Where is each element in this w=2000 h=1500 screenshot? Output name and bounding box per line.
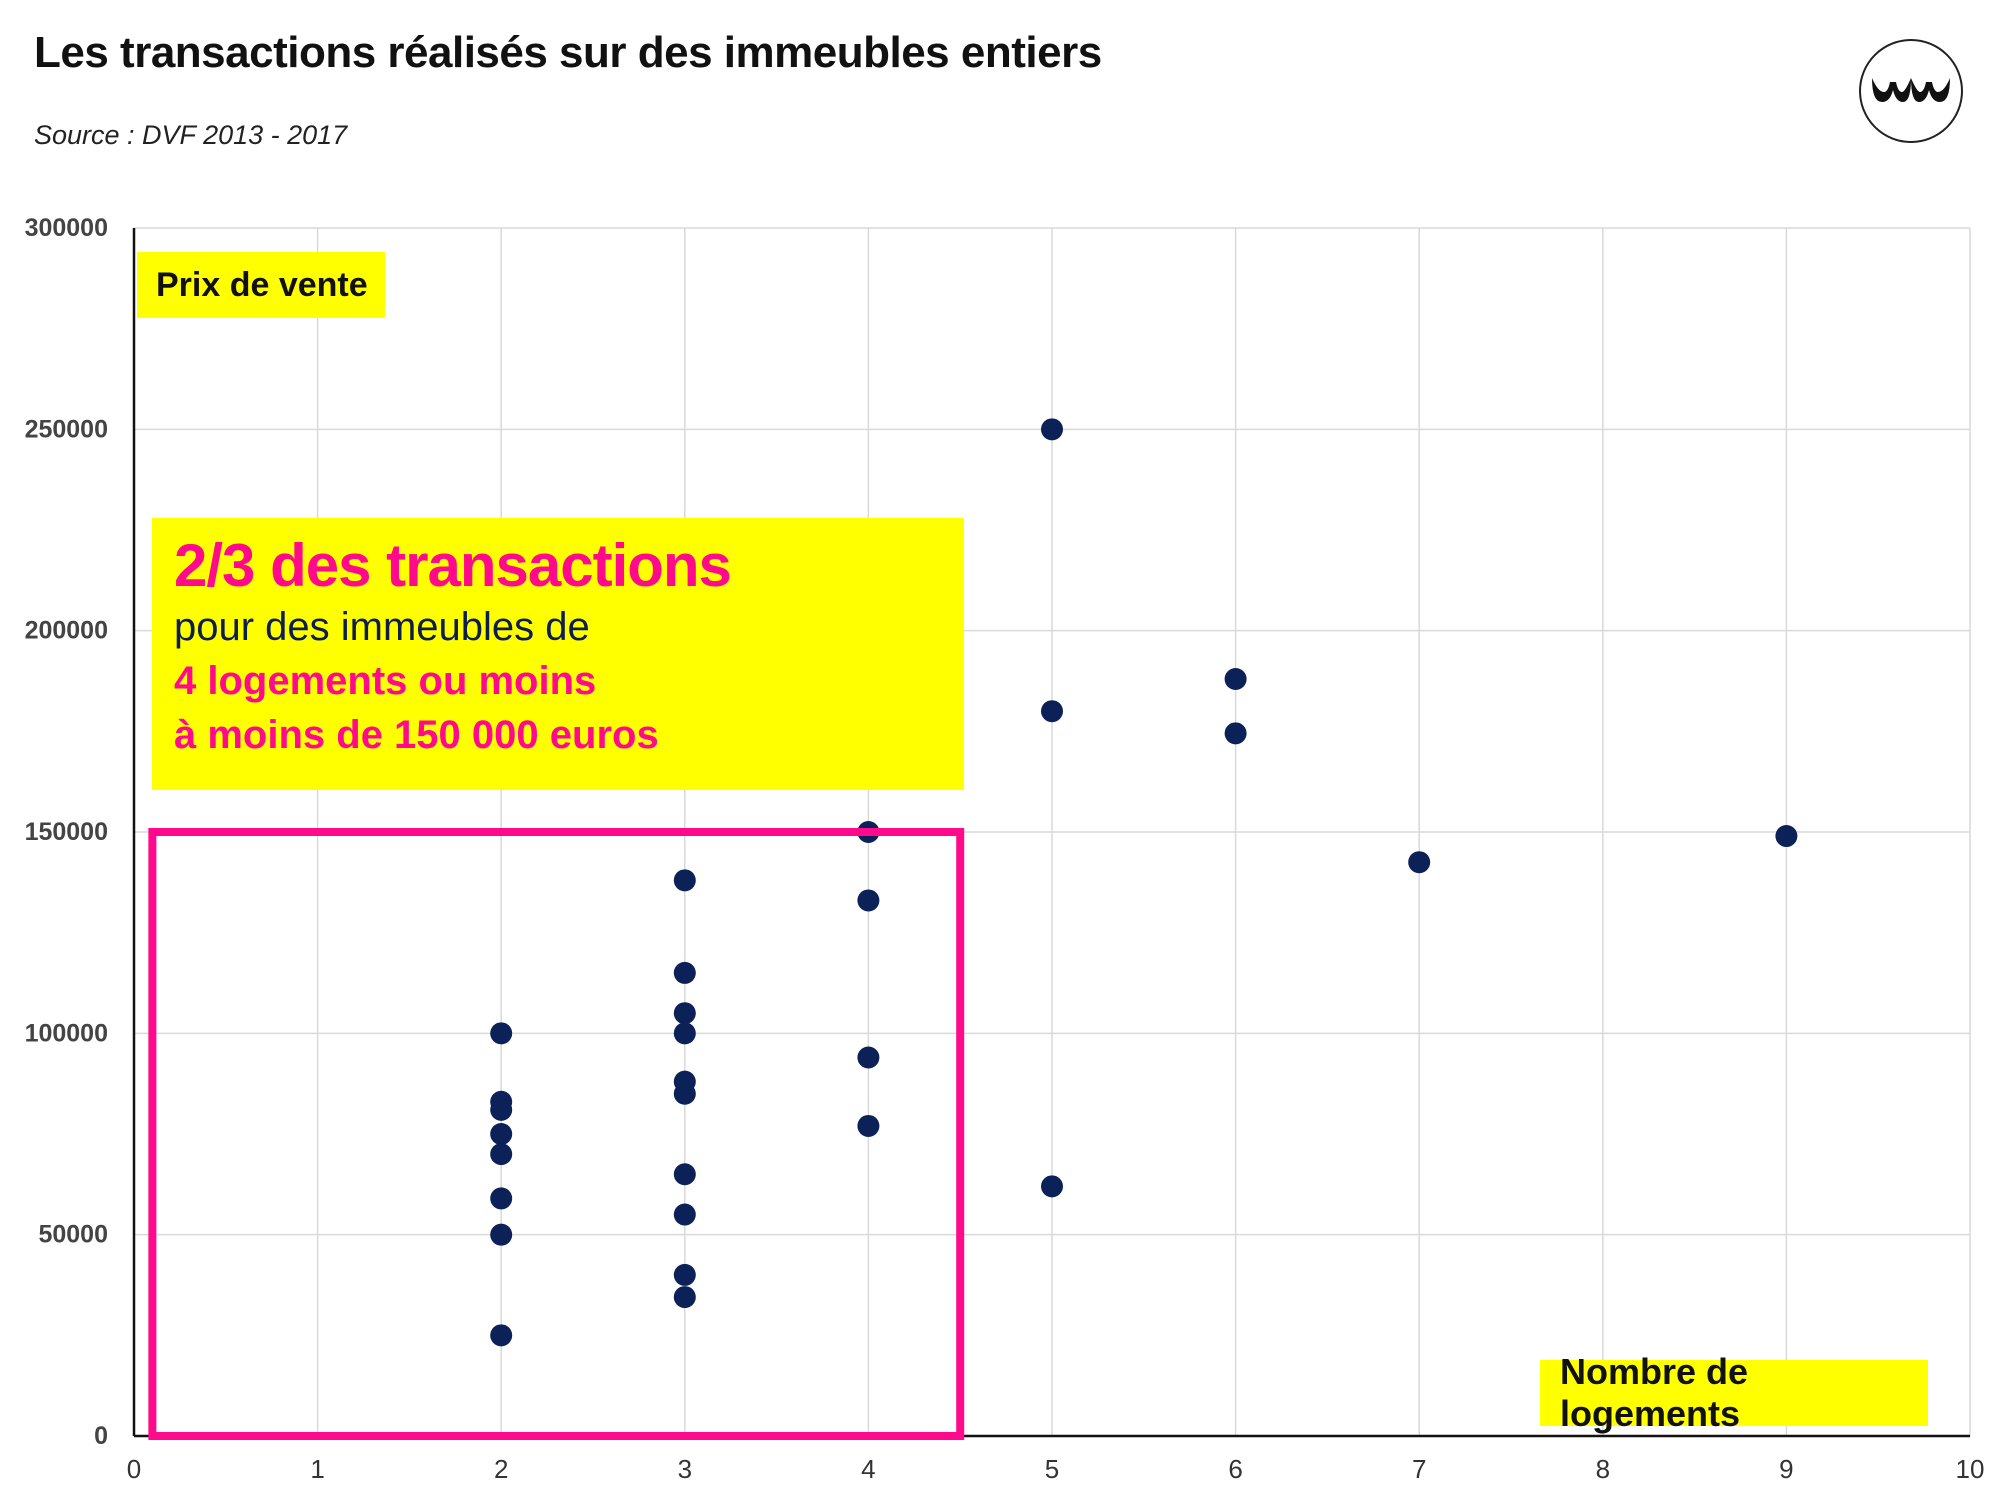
x-tick-label: 3	[678, 1454, 692, 1484]
data-point	[673, 1203, 696, 1226]
data-point	[857, 1114, 880, 1137]
data-point	[1408, 851, 1431, 874]
data-point	[490, 1098, 513, 1121]
x-tick-label: 6	[1228, 1454, 1242, 1484]
x-tick-label: 7	[1412, 1454, 1426, 1484]
callout-line-2: pour des immeubles de	[174, 605, 590, 649]
callout-box: 2/3 des transactions pour des immeubles …	[152, 518, 964, 790]
data-point	[1041, 1175, 1063, 1198]
data-point	[673, 1163, 696, 1186]
data-point	[673, 1263, 696, 1286]
x-tick-label: 1	[310, 1454, 324, 1484]
data-points	[490, 418, 1798, 1347]
y-tick-label: 100000	[25, 1019, 108, 1047]
brand-logo-icon	[1859, 39, 1963, 143]
data-point	[673, 1002, 696, 1025]
data-point	[673, 1022, 696, 1045]
y-tick-label: 50000	[38, 1221, 108, 1249]
data-point	[1224, 722, 1247, 745]
data-point	[1041, 418, 1063, 441]
y-tick-label: 300000	[25, 214, 108, 242]
y-tick-label: 200000	[25, 617, 108, 645]
data-point	[673, 1286, 696, 1309]
data-point	[673, 869, 696, 892]
y-tick-label: 250000	[25, 415, 108, 443]
data-point	[490, 1187, 513, 1210]
tick-labels: 0 1 2 3 4 5 6 7 8 9 10 0 50000 100000 150000 200000 2500…	[25, 214, 1985, 1484]
data-point	[490, 1022, 513, 1045]
callout-line-3: 4 logements ou moins	[174, 659, 597, 703]
y-axis-label: Prix de vente	[137, 252, 385, 318]
callout-line-4: à moins de 150 000 euros	[174, 713, 659, 757]
x-tick-label: 8	[1596, 1454, 1610, 1484]
data-point	[1775, 825, 1798, 848]
x-tick-label: 4	[861, 1454, 875, 1484]
data-point	[1041, 700, 1063, 723]
data-point	[673, 961, 696, 984]
callout-headline: 2/3 des transactions	[174, 532, 732, 599]
data-point	[490, 1143, 513, 1166]
chart-source: Source : DVF 2013 - 2017	[34, 120, 348, 150]
y-tick-label: 150000	[25, 818, 108, 846]
highlight-box	[148, 828, 965, 1440]
x-tick-label: 2	[494, 1454, 508, 1484]
y-tick-label: 0	[94, 1422, 108, 1450]
x-tick-label: 0	[127, 1454, 141, 1484]
data-point	[490, 1123, 513, 1145]
data-point	[490, 1223, 513, 1246]
data-point	[1224, 667, 1247, 690]
data-point	[490, 1324, 513, 1347]
chart-title: Les transactions réalisés sur des immeub…	[34, 28, 1102, 77]
data-point	[673, 1082, 696, 1105]
data-point	[857, 889, 880, 912]
x-tick-label: 5	[1045, 1454, 1059, 1484]
x-tick-label: 9	[1779, 1454, 1793, 1484]
x-axis-label: Nombre de logements	[1540, 1351, 1928, 1434]
data-point	[857, 1046, 880, 1069]
x-tick-label: 10	[1956, 1454, 1985, 1484]
